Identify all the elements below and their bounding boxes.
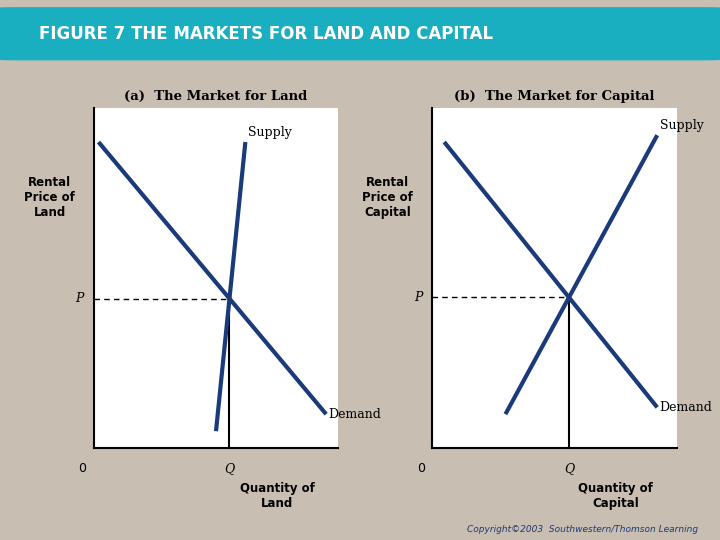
Title: (b)  The Market for Capital: (b) The Market for Capital bbox=[454, 90, 654, 103]
Text: Demand: Demand bbox=[660, 401, 713, 414]
Text: Q: Q bbox=[225, 462, 235, 475]
Text: Quantity of
Land: Quantity of Land bbox=[240, 482, 315, 510]
Text: Rental
Price of
Capital: Rental Price of Capital bbox=[362, 176, 413, 219]
Title: (a)  The Market for Land: (a) The Market for Land bbox=[125, 90, 307, 103]
Text: P: P bbox=[414, 291, 422, 304]
Text: 0: 0 bbox=[78, 462, 86, 475]
FancyBboxPatch shape bbox=[0, 7, 720, 60]
Text: Quantity of
Capital: Quantity of Capital bbox=[578, 482, 653, 510]
Text: Supply: Supply bbox=[660, 119, 703, 132]
Text: Copyright©2003  Southwestern/Thomson Learning: Copyright©2003 Southwestern/Thomson Lear… bbox=[467, 524, 698, 534]
Text: P: P bbox=[76, 292, 84, 305]
Text: FIGURE 7 THE MARKETS FOR LAND AND CAPITAL: FIGURE 7 THE MARKETS FOR LAND AND CAPITA… bbox=[39, 25, 492, 43]
Text: Rental
Price of
Land: Rental Price of Land bbox=[24, 176, 75, 219]
Text: Demand: Demand bbox=[328, 408, 382, 421]
Text: 0: 0 bbox=[417, 462, 425, 475]
Text: Supply: Supply bbox=[248, 126, 292, 139]
Text: Q: Q bbox=[564, 462, 574, 475]
